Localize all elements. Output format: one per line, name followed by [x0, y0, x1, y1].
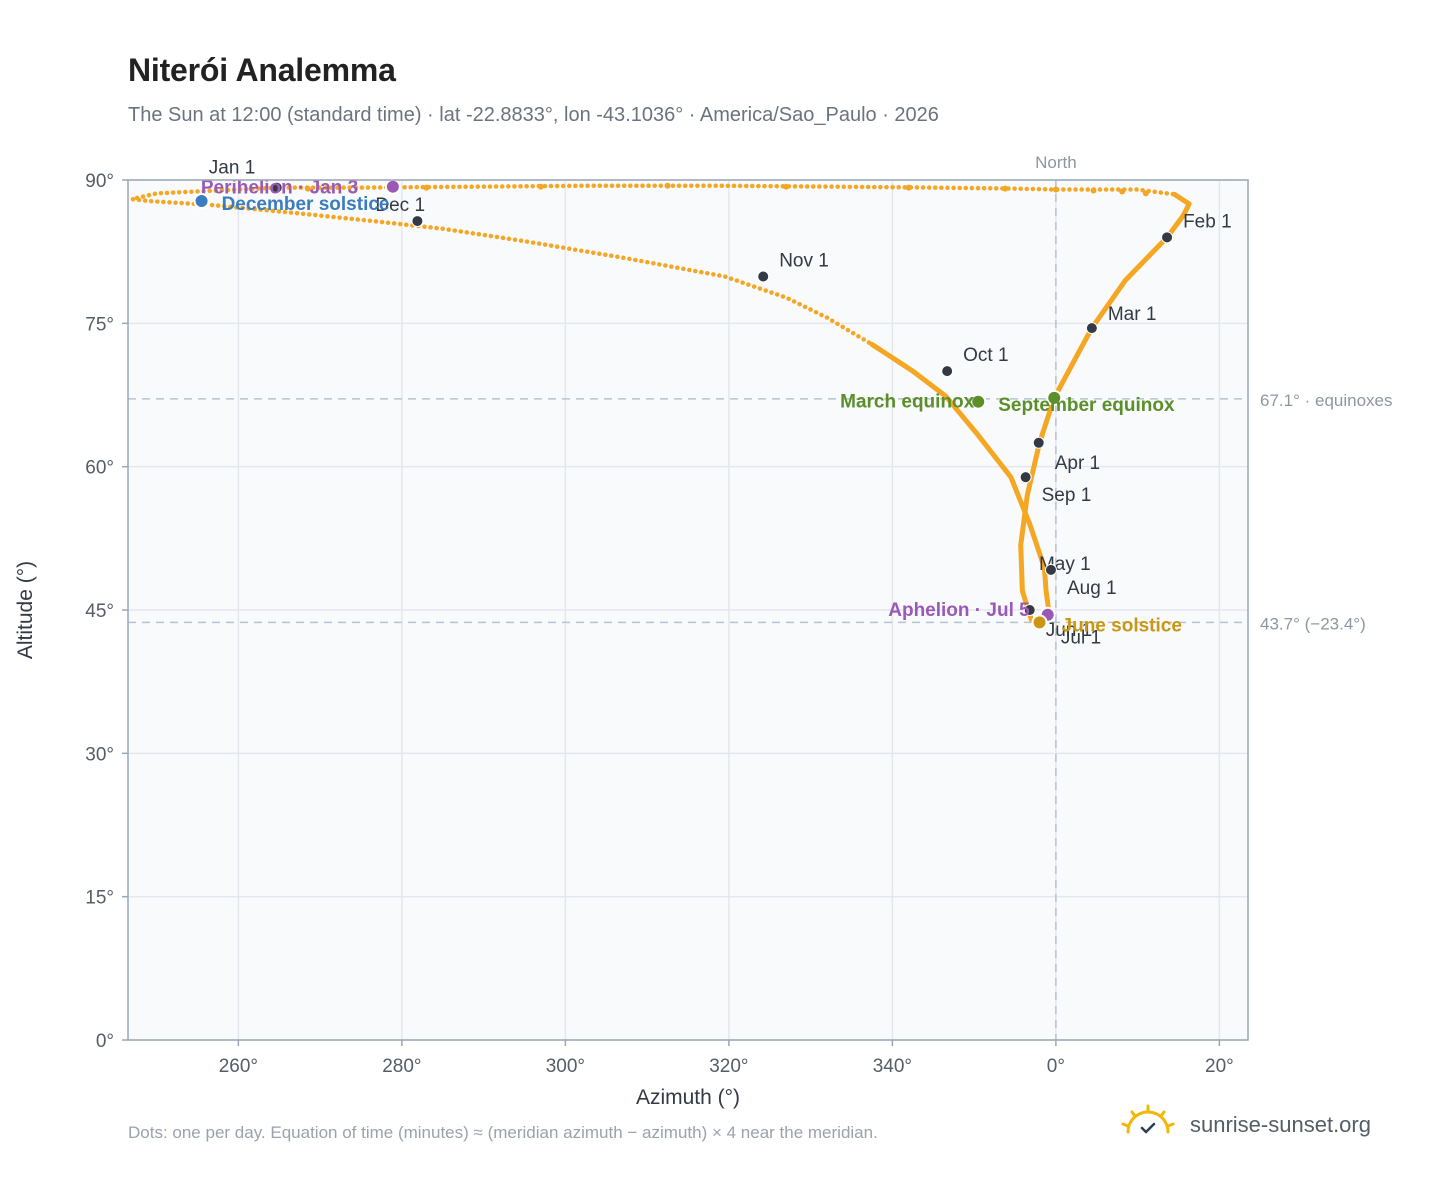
sun-logo-icon: [1121, 1104, 1175, 1134]
y-tick-label: 30°: [85, 744, 114, 765]
month-label: Mar 1: [1108, 304, 1157, 325]
event-label: Perihelion · Jan 3: [201, 178, 358, 199]
day-dot: [905, 184, 912, 191]
y-tick-label: 45°: [85, 601, 114, 622]
event-marker: [1046, 389, 1063, 406]
reference-line-label: 43.7° (−23.4°): [1260, 614, 1366, 633]
chart-title: Niterói Analemma: [128, 52, 396, 88]
x-tick-label: 280°: [382, 1056, 421, 1077]
day-dot: [1142, 190, 1149, 197]
x-tick-label: 340°: [873, 1056, 912, 1077]
x-axis-label: Azimuth (°): [636, 1086, 740, 1109]
month-label: Nov 1: [779, 251, 829, 272]
month-marker: [1161, 231, 1174, 244]
reference-lines: North 67.1° · equinoxes 43.7° (−23.4°): [128, 153, 1393, 1040]
axes: 260° 280° 300° 320° 340° 0° 20° 0° 15° 30° 45° 60° 7…: [14, 171, 1234, 1109]
x-tick-label: 320°: [709, 1056, 748, 1077]
month-marker: [1044, 563, 1057, 576]
day-dot: [1002, 185, 1009, 192]
x-tick-label: 260°: [219, 1056, 258, 1077]
y-tick-label: 0°: [96, 1031, 114, 1052]
brand-text: sunrise-sunset.org: [1190, 1112, 1371, 1137]
y-tick-label: 75°: [85, 314, 114, 335]
day-dot: [304, 185, 311, 192]
reference-line-label: 67.1° · equinoxes: [1260, 391, 1393, 410]
day-dot: [1052, 186, 1059, 193]
x-tick-label: 300°: [546, 1056, 585, 1077]
analemma-path: [129, 182, 1192, 625]
month-marker: [1085, 322, 1098, 335]
month-label: Jun 1: [1046, 620, 1092, 641]
chart-subtitle: The Sun at 12:00 (standard time) · lat -…: [128, 104, 939, 126]
event-label: June solstice: [1062, 615, 1182, 636]
north-label: North: [1035, 153, 1077, 172]
y-tick-label: 60°: [85, 458, 114, 479]
event-markers: Perihelion · Jan 3 Aphelion · Jul 5 March …: [193, 178, 1182, 636]
month-label: Feb 1: [1183, 211, 1232, 232]
event-marker: [384, 178, 401, 195]
event-label: December solstice: [222, 194, 390, 215]
day-dot: [423, 184, 430, 191]
x-tick-label: 20°: [1205, 1056, 1234, 1077]
day-dot: [1090, 187, 1097, 194]
brand-logo[interactable]: sunrise-sunset.org: [1120, 1102, 1390, 1146]
event-marker: [1031, 614, 1048, 631]
month-marker: [1019, 471, 1032, 484]
event-marker: [193, 193, 210, 210]
y-tick-label: 90°: [85, 171, 114, 192]
month-marker: [757, 270, 770, 283]
event-label: Aphelion · Jul 5: [888, 600, 1030, 621]
event-label: March equinox: [840, 392, 975, 413]
day-dot: [1119, 188, 1126, 195]
x-tick-label: 0°: [1047, 1056, 1065, 1077]
month-marker: [1032, 436, 1045, 449]
month-label: Aug 1: [1067, 578, 1117, 599]
month-marker: [941, 365, 954, 378]
month-label: Dec 1: [375, 195, 425, 216]
event-label: September equinox: [998, 395, 1175, 416]
y-axis-label: Altitude (°): [14, 561, 37, 659]
month-label: Oct 1: [963, 345, 1008, 366]
analemma-loop: [869, 191, 1192, 625]
y-tick-label: 15°: [85, 888, 114, 909]
month-marker: [1023, 604, 1036, 616]
month-label: Jul 1: [1061, 628, 1101, 649]
day-dot: [664, 182, 671, 189]
month-label: Sep 1: [1042, 485, 1092, 506]
month-marker: [270, 181, 283, 194]
month-label: Apr 1: [1055, 453, 1100, 474]
footnote: Dots: one per day. Equation of time (min…: [128, 1123, 878, 1142]
day-dot: [783, 183, 790, 190]
month-marker: [411, 215, 424, 228]
month-label: Jan 1: [209, 158, 255, 179]
day-dot: [537, 183, 544, 190]
event-marker: [970, 393, 987, 410]
